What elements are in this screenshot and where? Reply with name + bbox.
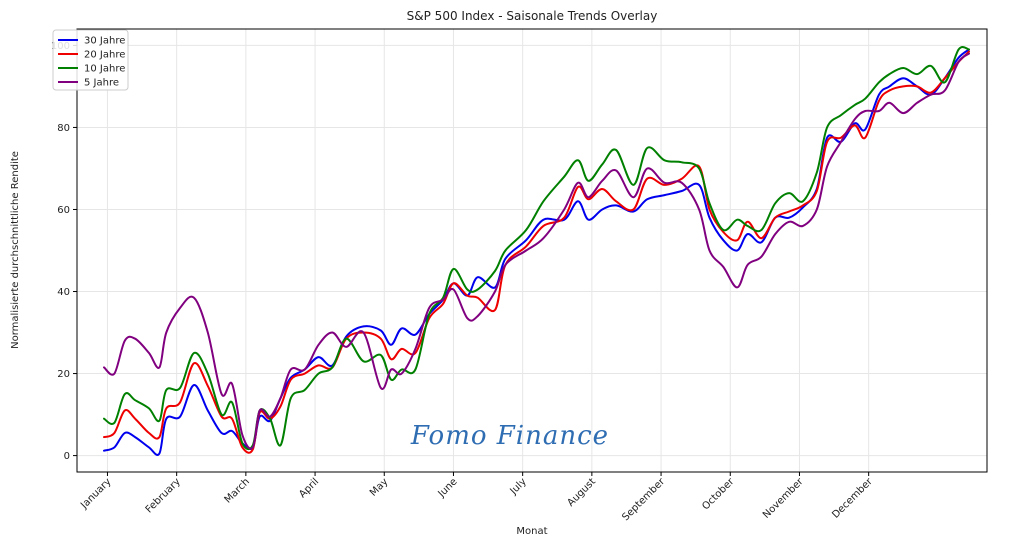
y-tick-label: 40 — [57, 287, 70, 298]
series-lines — [103, 46, 970, 456]
y-tick-label: 80 — [57, 123, 70, 134]
x-axis-title: Monat — [516, 526, 547, 537]
series-line-5-jahre — [103, 52, 970, 450]
series-line-30-jahre — [103, 48, 970, 456]
plot-frame — [76, 28, 988, 473]
legend-label-5-jahre: 5 Jahre — [84, 78, 119, 89]
legend: 30 Jahre 20 Jahre 10 Jahre 5 Jahre — [52, 29, 129, 91]
legend-label-10-jahre: 10 Jahre — [84, 64, 125, 75]
y-tick-label: 60 — [57, 205, 70, 216]
watermark-text: Fomo Finance — [410, 421, 609, 451]
series-line-10-jahre — [103, 46, 970, 451]
y-tick-label: 0 — [64, 451, 70, 462]
legend-label-20-jahre: 20 Jahre — [84, 50, 125, 61]
legend-items: 30 Jahre 20 Jahre 10 Jahre 5 Jahre — [58, 36, 125, 89]
chart-title: S&P 500 Index - Saisonale Trends Overlay — [407, 9, 658, 23]
y-tick-label: 20 — [57, 369, 70, 380]
y-axis-title: Normalisierte durchschnittliche Rendite — [10, 151, 21, 349]
legend-label-30-jahre: 30 Jahre — [84, 36, 125, 47]
legend-box — [52, 29, 129, 91]
